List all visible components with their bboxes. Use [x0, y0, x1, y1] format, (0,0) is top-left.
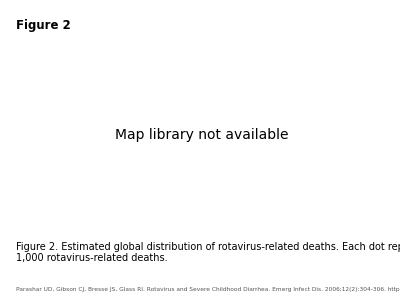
Text: Map library not available: Map library not available [115, 128, 289, 142]
Text: Figure 2. Estimated global distribution of rotavirus-related deaths. Each dot re: Figure 2. Estimated global distribution … [16, 242, 400, 251]
Text: Parashar UD, Gibson CJ, Bresse JS, Glass RI. Rotavirus and Severe Childhood Diar: Parashar UD, Gibson CJ, Bresse JS, Glass… [16, 286, 400, 292]
Text: 1,000 rotavirus-related deaths.: 1,000 rotavirus-related deaths. [16, 254, 168, 263]
Text: Figure 2: Figure 2 [16, 20, 71, 32]
